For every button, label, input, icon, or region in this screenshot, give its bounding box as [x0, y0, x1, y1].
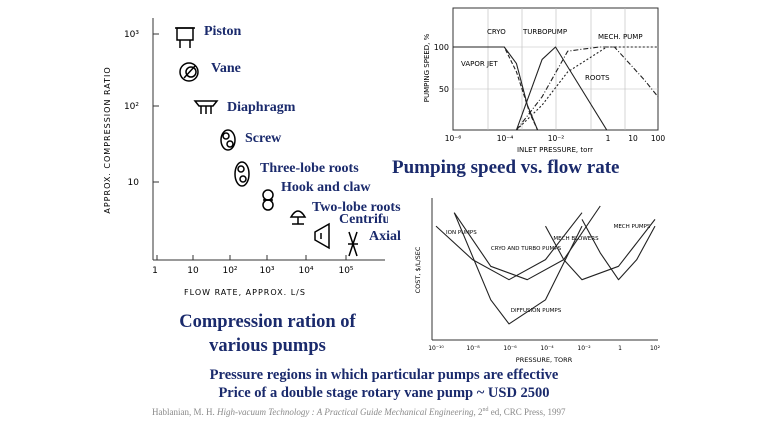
compression-chart-y-tick: 10³: [124, 30, 139, 40]
cost-chart-x-tick: 10⁻⁴: [540, 345, 554, 352]
three-lobe-roots-icon: [234, 161, 250, 187]
series-line-mech-pump: [516, 46, 658, 131]
vane-pump-icon: [179, 62, 199, 82]
series-line-cryo-and-turbo-pumps: [453, 205, 601, 281]
series-label-cryo-turbo: CRYO AND TURBO PUMPS: [491, 246, 562, 252]
cost-chart-x-tick: 1: [618, 345, 622, 352]
pumping-speed-title: Pumping speed vs. flow rate: [392, 157, 620, 178]
pumping-speed-x-tick: 10⁻⁶: [445, 134, 462, 143]
series-label-vapor-jet: VAPOR JET: [461, 60, 498, 68]
caption-pressure-regions: Pressure regions in which particular pum…: [209, 367, 559, 383]
caption-price: Price of a double stage rotary vane pump…: [218, 385, 550, 401]
pump-label-centrifugal: Centrifugal: [339, 212, 388, 227]
series-line-diffusion-pumps: [453, 212, 583, 325]
series-label-turbopump: TURBOPUMP: [522, 28, 567, 36]
pump-label-vane: Vane: [211, 61, 241, 76]
screw-pump-icon: [220, 129, 236, 151]
series-line-turbopump: [515, 46, 608, 131]
compression-chart-y-tick: 10: [128, 178, 140, 188]
citation: Hablanian, M. H. High-vacuum Technology …: [152, 407, 566, 417]
citation-title: High-vacuum Technology : A Practical Gui…: [217, 407, 474, 417]
centrifugal-pump-icon: [314, 222, 330, 250]
compression-chart: 10³ 10² 10 1 10 10² 10³ 10⁴ 10⁵ FLOW RAT…: [103, 18, 385, 297]
pumping-speed-series: [453, 46, 659, 131]
series-line-roots: [516, 46, 659, 131]
pump-label-piston: Piston: [204, 24, 242, 39]
series-label-roots: ROOTS: [585, 74, 610, 82]
compression-title-line1: Compression ration of: [179, 312, 356, 332]
citation-author: Hablanian, M. H.: [152, 407, 217, 417]
series-line-ion-pumps: [435, 212, 583, 281]
compression-chart-x-tick: 1: [152, 266, 158, 276]
pump-label-three-lobe-roots: Three-lobe roots: [260, 161, 359, 176]
cost-chart-x-tick: 10⁻⁸: [466, 345, 480, 352]
series-line-cryo: [453, 46, 539, 131]
cost-chart-x-label: PRESSURE, TORR: [516, 356, 573, 364]
cost-chart-x-tick: 10⁻⁶: [503, 345, 517, 352]
series-label-diffusion-pumps: DIFFUSION PUMPS: [511, 308, 562, 314]
pumping-speed-y-label: PUMPING SPEED, %: [423, 33, 431, 102]
piston-pump-icon: [175, 27, 195, 48]
axial-pump-icon: [348, 231, 358, 257]
cost-chart-x-tick: 10⁻²: [577, 345, 591, 352]
pump-label-two-lobe-roots: Two-lobe roots: [312, 200, 401, 215]
pump-label-axial: Axial: [369, 229, 401, 244]
cost-chart-x-tick: 10²: [650, 345, 661, 352]
compression-title-line2: various pumps: [209, 336, 326, 356]
pumping-speed-plot-frame: [452, 7, 659, 131]
series-line-vapor-jet: [453, 46, 539, 131]
pumping-speed-x-tick: 1: [606, 134, 611, 143]
compression-chart-y-tick: 10²: [124, 102, 139, 112]
compression-chart-x-tick: 10⁴: [298, 266, 313, 276]
compression-chart-y-ticks: 10³ 10² 10: [124, 30, 159, 188]
pump-label-hook-and-claw: Hook and claw: [281, 180, 371, 195]
pumping-speed-x-tick: 10⁻²: [548, 134, 565, 143]
series-label-mech-pumps: MECH PUMPS: [614, 224, 651, 230]
pump-label-screw: Screw: [245, 131, 282, 146]
compression-chart-y-label: APPROX. COMPRESSION RATIO: [103, 66, 112, 213]
compression-chart-x-label: FLOW RATE, APPROX. L/S: [184, 288, 306, 297]
cost-series: [435, 205, 656, 325]
hook-and-claw-icon: [262, 189, 274, 211]
citation-rest: ed, CRC Press, 1997: [488, 407, 566, 417]
compression-chart-x-tick: 10: [187, 266, 199, 276]
cost-chart-x-tick: 10⁻¹⁰: [428, 345, 444, 352]
two-lobe-roots-icon: [289, 210, 307, 225]
series-line-mech-blowers: [545, 219, 656, 281]
series-label-mech-blowers: MECH BLOWERS: [553, 236, 599, 242]
series-label-mech-pump: MECH. PUMP: [598, 33, 643, 41]
pumping-speed-grid: [453, 8, 658, 130]
series-line-mech-pumps: [581, 219, 656, 281]
pumping-speed-x-tick: 10⁻⁴: [497, 134, 514, 143]
cost-chart-y-label: COST, $/L/SEC: [414, 246, 422, 293]
pumping-speed-x-tick: 100: [651, 134, 666, 143]
compression-chart-x-tick: 10²: [222, 266, 237, 276]
pumping-speed-x-tick: 10: [628, 134, 638, 143]
cost-chart: COST, $/L/SEC 10⁻¹⁰ 10⁻⁸ 10⁻⁶ 10⁻⁴ 10⁻² …: [414, 198, 661, 364]
compression-chart-x-ticks: 1 10 10² 10³ 10⁴ 10⁵: [152, 255, 354, 276]
pumping-speed-x-label: INLET PRESSURE, torr: [517, 146, 593, 154]
pumping-speed-y-tick: 100: [434, 43, 449, 52]
compression-chart-x-tick: 10³: [259, 266, 274, 276]
citation-sup: nd: [482, 407, 489, 413]
series-label-cryo: CRYO: [487, 28, 506, 36]
pump-label-diaphragm: Diaphragm: [227, 100, 296, 115]
pumping-speed-y-tick: 50: [439, 85, 449, 94]
compression-title: Compression ration of various pumps: [155, 310, 380, 358]
compression-chart-x-tick: 10⁵: [338, 266, 353, 276]
diaphragm-pump-icon: [193, 100, 219, 114]
series-label-ion-pumps: ION PUMPS: [446, 230, 477, 236]
pumping-speed-chart: 100 50 10⁻⁶ 10⁻⁴ 10⁻² 1 10 100 INLET PRE…: [423, 7, 666, 154]
citation-edition: , 2: [473, 407, 483, 417]
